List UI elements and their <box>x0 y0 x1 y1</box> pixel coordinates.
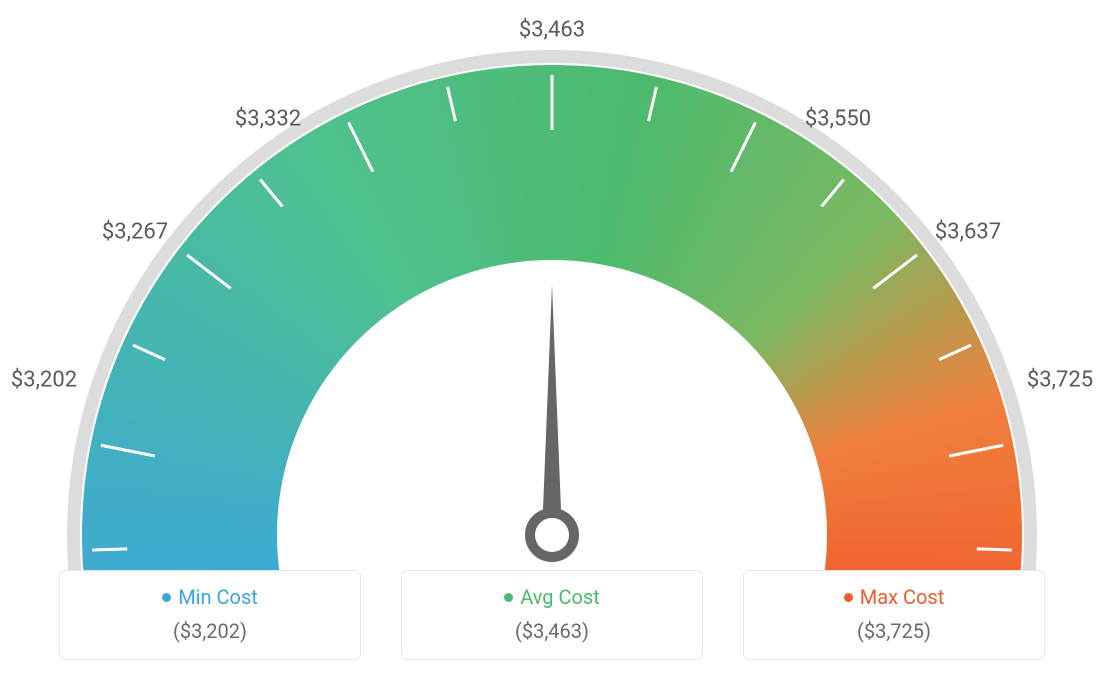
legend-avg-value: ($3,463) <box>402 619 702 643</box>
legend-card-avg: Avg Cost ($3,463) <box>401 570 703 660</box>
legend-max-label: Max Cost <box>860 585 945 609</box>
dot-icon <box>504 593 513 602</box>
gauge-tick-label: $3,725 <box>1027 368 1093 393</box>
dot-icon <box>162 593 171 602</box>
legend-card-max: Max Cost ($3,725) <box>743 570 1045 660</box>
legend-max-value: ($3,725) <box>744 619 1044 643</box>
gauge-tick-label: $3,637 <box>935 220 1001 245</box>
legend-title-avg: Avg Cost <box>504 585 600 609</box>
legend-min-label: Min Cost <box>178 585 258 609</box>
gauge-chart: $3,202 $3,267 $3,332 $3,463 $3,550 $3,637 $3,7… <box>0 0 1104 570</box>
gauge-tick-label: $3,550 <box>805 107 871 132</box>
gauge-tick-label: $3,332 <box>235 107 301 132</box>
gauge-tick-label: $3,202 <box>11 368 77 393</box>
legend-avg-label: Avg Cost <box>520 585 600 609</box>
gauge-tick-label: $3,463 <box>519 18 585 43</box>
legend-card-min: Min Cost ($3,202) <box>59 570 361 660</box>
legend-min-value: ($3,202) <box>60 619 360 643</box>
legend-title-max: Max Cost <box>844 585 945 609</box>
legend-row: Min Cost ($3,202) Avg Cost ($3,463) Max … <box>0 570 1104 660</box>
legend-title-min: Min Cost <box>162 585 258 609</box>
dot-icon <box>844 593 853 602</box>
gauge-tick-label: $3,267 <box>102 220 168 245</box>
gauge-svg <box>0 0 1104 570</box>
